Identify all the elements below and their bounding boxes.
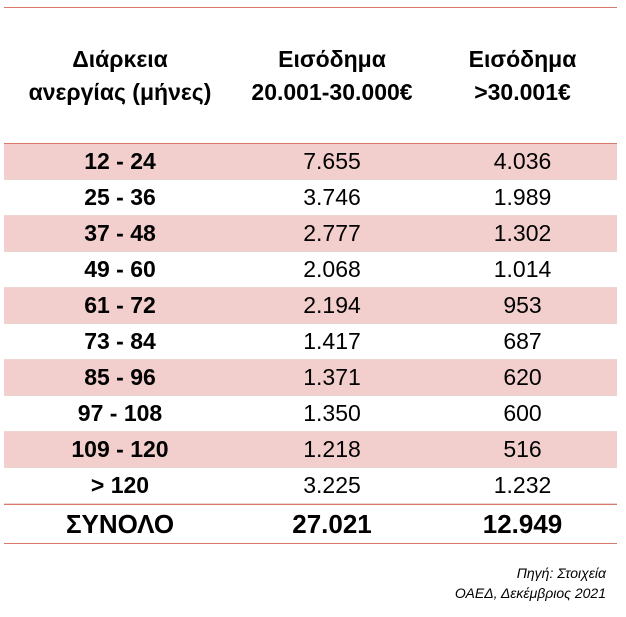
row-income-20001-30000-cell: 3.225 xyxy=(303,472,361,498)
table-row: 73 - 84 1.417 687 xyxy=(4,324,617,360)
source-line-1: Πηγή: Στοιχεία xyxy=(516,565,606,581)
total-income-20001-30000: 27.021 xyxy=(292,508,372,539)
table-row: 85 - 96 1.371 620 xyxy=(4,360,617,396)
table-row: 109 - 120 1.218 516 xyxy=(4,432,617,468)
row-income-20001-30000-cell: 2.194 xyxy=(303,292,361,318)
column-header-income-over-30001: Εισόδημα >30.001€ xyxy=(468,45,577,105)
row-duration-cell: 49 - 60 xyxy=(84,256,156,282)
row-duration-cell: 85 - 96 xyxy=(84,364,156,390)
column-header-duration: Διάρκεια ανεργίας (μήνες) xyxy=(28,45,212,105)
row-income-over-30001-cell: 620 xyxy=(503,364,542,390)
top-rule xyxy=(4,7,617,8)
row-income-20001-30000-cell: 1.218 xyxy=(303,436,361,462)
header-rule xyxy=(4,143,617,144)
row-income-20001-30000-cell: 1.350 xyxy=(303,400,361,426)
row-income-20001-30000-cell: 2.068 xyxy=(303,256,361,282)
table-row: 97 - 108 1.350 600 xyxy=(4,396,617,432)
row-income-over-30001-cell: 1.989 xyxy=(493,184,552,210)
row-income-over-30001-cell: 600 xyxy=(503,400,542,426)
table-row: 61 - 72 2.194 953 xyxy=(4,288,617,324)
total-label: ΣΥΝΟΛΟ xyxy=(65,508,175,539)
row-income-20001-30000-cell: 2.777 xyxy=(303,220,361,246)
table-body: 12 - 24 7.655 4.036 25 - 36 3.746 1.989 37 - 4… xyxy=(4,144,617,504)
row-duration-cell: 109 - 120 xyxy=(71,436,169,462)
source-note: Πηγή: Στοιχεία ΟΑΕΔ, Δεκέμβριος 2021 xyxy=(455,563,606,603)
row-duration-cell: 61 - 72 xyxy=(84,292,156,318)
row-income-20001-30000-cell: 7.655 xyxy=(303,148,361,174)
row-income-over-30001-cell: 1.014 xyxy=(493,256,552,282)
row-income-20001-30000-cell: 1.417 xyxy=(303,328,361,354)
row-duration-cell: 25 - 36 xyxy=(84,184,156,210)
table-row: 37 - 48 2.777 1.302 xyxy=(4,216,617,252)
row-income-20001-30000-cell: 1.371 xyxy=(303,364,361,390)
row-income-over-30001-cell: 1.302 xyxy=(493,220,552,246)
row-duration-cell: 73 - 84 xyxy=(84,328,156,354)
row-income-over-30001-cell: 516 xyxy=(503,436,542,462)
table-row: 49 - 60 2.068 1.014 xyxy=(4,252,617,288)
table-row: 25 - 36 3.746 1.989 xyxy=(4,180,617,216)
table-row: > 120 3.225 1.232 xyxy=(4,468,617,504)
row-income-over-30001-cell: 4.036 xyxy=(493,148,552,174)
table-header: Διάρκεια ανεργίας (μήνες) Εισόδημα 20.00… xyxy=(4,8,617,143)
table-row: 12 - 24 7.655 4.036 xyxy=(4,144,617,180)
row-income-over-30001-cell: 953 xyxy=(503,292,542,318)
column-header-income-20001-30000: Εισόδημα 20.001-30.000€ xyxy=(251,45,413,105)
total-income-over-30001: 12.949 xyxy=(482,508,563,539)
total-row: ΣΥΝΟΛΟ 27.021 12.949 xyxy=(4,504,617,544)
row-duration-cell: 37 - 48 xyxy=(84,220,156,246)
row-income-over-30001-cell: 687 xyxy=(503,328,542,354)
data-table: Διάρκεια ανεργίας (μήνες) Εισόδημα 20.00… xyxy=(4,7,617,544)
row-duration-cell: 97 - 108 xyxy=(77,400,163,426)
row-income-over-30001-cell: 1.232 xyxy=(493,472,552,498)
row-income-20001-30000-cell: 3.746 xyxy=(303,184,361,210)
source-line-2: ΟΑΕΔ, Δεκέμβριος 2021 xyxy=(454,585,606,601)
row-duration-cell: > 120 xyxy=(90,472,150,498)
row-duration-cell: 12 - 24 xyxy=(84,148,156,174)
